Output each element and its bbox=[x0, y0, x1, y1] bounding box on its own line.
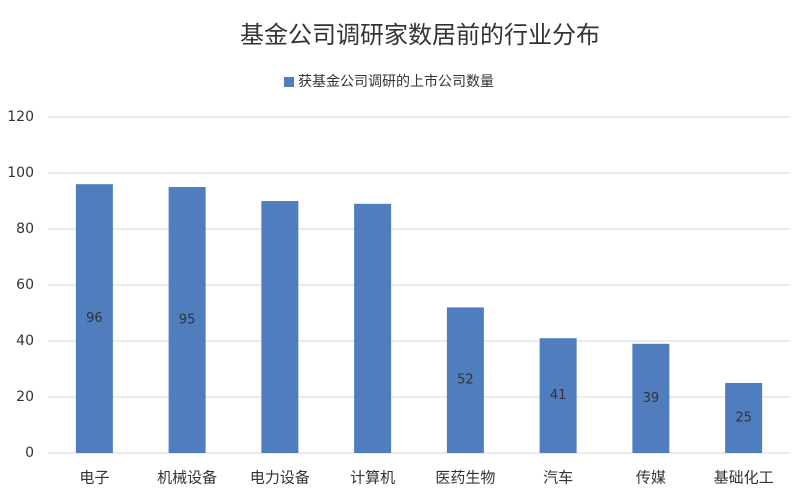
y-tick-label: 120 bbox=[7, 109, 34, 125]
bar bbox=[446, 307, 484, 453]
bar bbox=[168, 187, 206, 453]
data-label: 39 bbox=[643, 391, 660, 406]
data-label: 52 bbox=[457, 373, 474, 388]
x-tick-label: 传媒 bbox=[636, 469, 666, 487]
y-tick-label: 40 bbox=[16, 333, 34, 349]
data-label: 95 bbox=[179, 313, 196, 328]
data-label: 25 bbox=[735, 411, 752, 426]
bar bbox=[354, 203, 392, 453]
y-tick-label: 80 bbox=[16, 221, 34, 237]
data-label: 96 bbox=[86, 311, 103, 326]
bar bbox=[632, 343, 670, 453]
y-tick-label: 0 bbox=[25, 445, 34, 461]
x-tick-label: 医药生物 bbox=[435, 469, 495, 487]
x-tick-label: 汽车 bbox=[543, 469, 573, 487]
legend-swatch bbox=[284, 77, 294, 87]
legend-label: 获基金公司调研的上市公司数量 bbox=[298, 73, 494, 90]
y-tick-label: 60 bbox=[16, 277, 34, 293]
bar bbox=[539, 338, 577, 453]
bar bbox=[261, 201, 299, 453]
bar bbox=[725, 383, 763, 453]
data-label: 41 bbox=[550, 388, 567, 403]
bar bbox=[75, 184, 113, 453]
x-tick-label: 计算机 bbox=[350, 469, 395, 487]
x-tick-label: 基础化工 bbox=[714, 469, 774, 487]
x-tick-label: 电力设备 bbox=[250, 469, 310, 487]
x-tick-label: 电子 bbox=[79, 469, 109, 487]
x-tick-label: 机械设备 bbox=[157, 469, 217, 487]
y-tick-label: 20 bbox=[16, 389, 34, 405]
chart-title: 基金公司调研家数居前的行业分布 bbox=[240, 21, 600, 49]
y-tick-label: 100 bbox=[7, 165, 34, 181]
